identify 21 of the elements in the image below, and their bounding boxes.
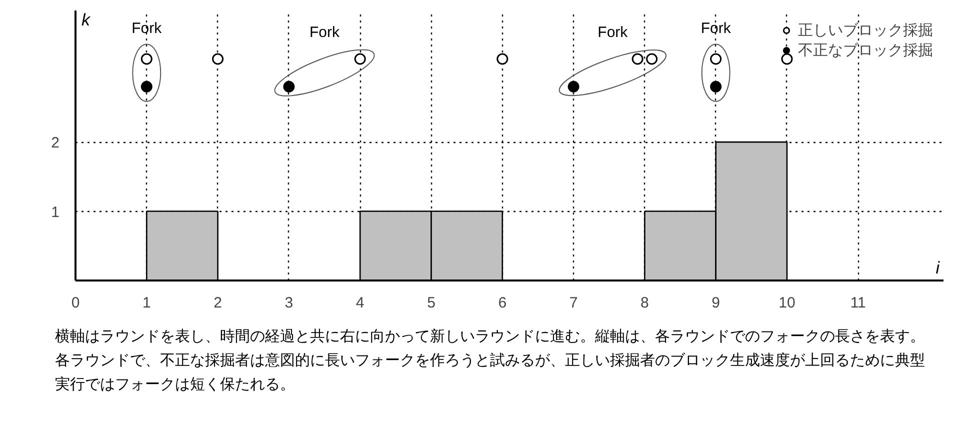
legend-label: 不正なブロック採掘 (798, 40, 933, 60)
x-tick-label: 3 (284, 294, 294, 312)
x-tick-label: 7 (569, 294, 578, 312)
x-tick-label: 9 (712, 294, 720, 312)
y-axis-title: k (82, 10, 92, 30)
x-tick-label: 11 (850, 294, 866, 312)
annotation: Fork (598, 24, 628, 41)
x-axis-title: i (936, 258, 941, 278)
x-tick-label: 2 (214, 294, 222, 312)
x-tick-label: 6 (498, 294, 507, 312)
annotation: Fork (132, 20, 162, 37)
x-tick-label: 4 (356, 294, 364, 312)
annotation: Fork (310, 24, 340, 41)
annotation: Fork (700, 20, 732, 37)
legend-label: 正しいブロック採掘 (798, 20, 933, 40)
x-tick-label: 10 (778, 294, 796, 312)
x-tick-label: 8 (640, 294, 649, 312)
text: 横軸はラウンドを表し、時間の経過と共に右に向かって新しいラウンドに進む。縦軸は、各ラウンドでのフォークの長さを表す。各ラウンドで、不正な採掘者は意図的に長いフォークを作ろうと試みるが、正しい採掘者のブロック生成速度が上回るために典型実行ではフォークは短く保たれる。 (55, 327, 925, 395)
x-tick-label: 0 (71, 294, 80, 312)
x-tick-label: 1 (142, 294, 151, 312)
x-tick-label: 5 (427, 294, 436, 312)
